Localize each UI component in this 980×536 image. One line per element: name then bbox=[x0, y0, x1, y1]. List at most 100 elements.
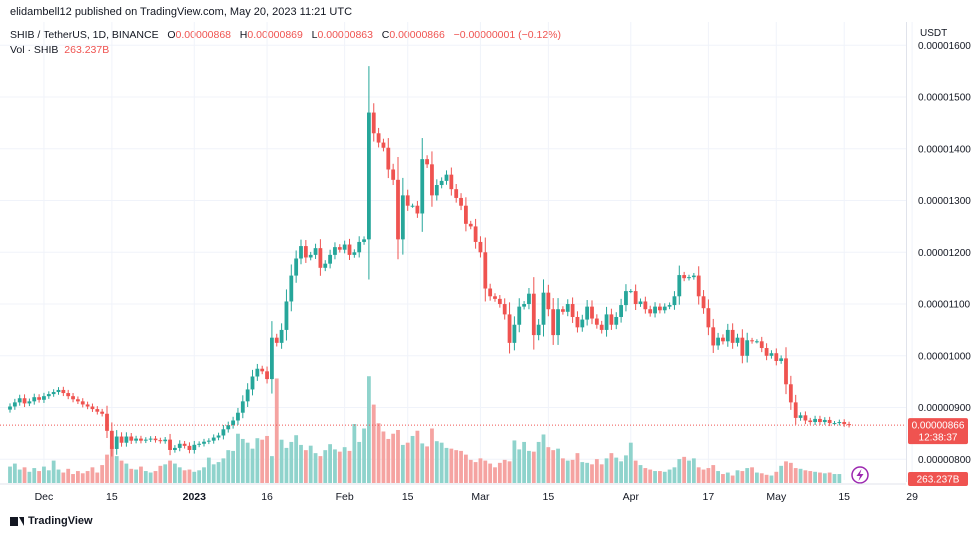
volume-bar bbox=[236, 433, 240, 483]
volume-bar bbox=[691, 458, 696, 483]
candle-body bbox=[27, 401, 32, 404]
candle-body bbox=[483, 252, 488, 289]
candle-body bbox=[750, 340, 754, 342]
candle-body bbox=[124, 436, 129, 443]
candle-body bbox=[682, 275, 687, 279]
volume-bar bbox=[531, 451, 536, 483]
volume-bar bbox=[779, 465, 784, 483]
volume-bar bbox=[134, 469, 138, 483]
volume-bar bbox=[759, 473, 764, 483]
candle-body bbox=[46, 394, 51, 397]
high-value: 0.00000869 bbox=[247, 29, 303, 41]
volume-bar bbox=[721, 474, 725, 483]
x-tick-label: 17 bbox=[703, 491, 715, 503]
candle-body bbox=[158, 440, 163, 442]
volume-bar bbox=[687, 460, 691, 483]
volume-label: Vol · SHIB bbox=[10, 44, 59, 56]
candle-body bbox=[454, 189, 459, 198]
volume-bar bbox=[837, 474, 842, 483]
candle-body bbox=[260, 368, 265, 372]
price-axis-panel[interactable] bbox=[906, 22, 980, 482]
lightning-icon[interactable] bbox=[851, 466, 869, 484]
volume-bar bbox=[177, 467, 182, 483]
volume-bar bbox=[561, 458, 565, 483]
candle-body bbox=[187, 445, 192, 450]
volume-bar bbox=[294, 435, 299, 483]
volume-bar bbox=[405, 442, 410, 483]
volume-bar bbox=[696, 467, 701, 483]
candle-body bbox=[17, 398, 22, 403]
volume-bar bbox=[289, 441, 294, 483]
volume-bar bbox=[12, 463, 17, 483]
x-tick-label: 15 bbox=[402, 491, 414, 503]
volume-bar bbox=[260, 439, 265, 483]
volume-bar bbox=[493, 467, 497, 483]
y-tick-label: 0.00000800 bbox=[918, 455, 971, 466]
volume-bar bbox=[643, 468, 648, 483]
volume-bar bbox=[473, 462, 478, 483]
volume-bar bbox=[376, 423, 381, 483]
high-label: H bbox=[239, 29, 248, 41]
candle-body bbox=[192, 444, 197, 450]
candle-body bbox=[308, 254, 313, 258]
y-tick-label: 0.00001300 bbox=[918, 196, 971, 207]
volume-bar bbox=[444, 447, 449, 483]
candle-body bbox=[303, 246, 308, 258]
volume-bar bbox=[594, 459, 599, 483]
candle-body bbox=[362, 239, 366, 242]
volume-bar bbox=[46, 470, 51, 483]
volume-bar bbox=[226, 450, 231, 483]
candle-body bbox=[628, 291, 633, 293]
volume-bar bbox=[793, 468, 798, 483]
volume-bar bbox=[221, 458, 226, 483]
volume-bar bbox=[61, 472, 66, 483]
x-tick-label: Feb bbox=[336, 491, 354, 503]
volume-bar bbox=[323, 450, 328, 483]
volume-bar bbox=[240, 438, 245, 483]
volume-bar bbox=[590, 464, 594, 483]
candle-body bbox=[434, 185, 439, 196]
candle-body bbox=[527, 293, 531, 305]
y-tick-label: 0.00001500 bbox=[918, 93, 971, 104]
candle-body bbox=[793, 402, 798, 418]
volume-bar bbox=[585, 462, 590, 483]
candle-body bbox=[755, 341, 759, 343]
candle-body bbox=[468, 223, 473, 227]
volume-bar bbox=[85, 471, 90, 483]
volume-bar bbox=[468, 459, 473, 483]
volume-bar bbox=[614, 457, 619, 483]
candle-body bbox=[745, 340, 750, 356]
volume-bar bbox=[328, 444, 332, 483]
x-tick-label: Apr bbox=[623, 491, 640, 503]
candle-body bbox=[71, 396, 75, 400]
volume-bar bbox=[337, 451, 342, 483]
candle-body bbox=[143, 439, 148, 441]
candle-body bbox=[716, 337, 720, 346]
candle-body bbox=[163, 439, 168, 442]
low-value: 0.00000863 bbox=[317, 29, 373, 41]
candle-body bbox=[478, 241, 483, 253]
candle-body bbox=[677, 275, 682, 297]
candle-body bbox=[522, 304, 526, 307]
symbol-label[interactable]: SHIB / TetherUS, 1D, BINANCE bbox=[10, 29, 159, 41]
volume-bar bbox=[813, 471, 817, 483]
volume-bar bbox=[619, 461, 623, 483]
candle-body bbox=[459, 197, 463, 206]
candle-body bbox=[226, 425, 231, 430]
candle-body bbox=[585, 306, 590, 320]
candle-body bbox=[818, 418, 822, 423]
candle-body bbox=[37, 397, 41, 400]
volume-bar bbox=[76, 471, 80, 483]
publish-line: elidambell12 published on TradingView.co… bbox=[10, 6, 353, 18]
candle-body bbox=[153, 438, 158, 441]
volume-bar bbox=[308, 445, 313, 483]
candle-body bbox=[367, 112, 371, 240]
candle-body bbox=[265, 371, 269, 380]
volume-bar bbox=[303, 450, 308, 483]
candle-body bbox=[231, 420, 235, 426]
candle-body bbox=[594, 318, 599, 325]
candle-body bbox=[12, 402, 17, 407]
x-tick-label: 16 bbox=[261, 491, 273, 503]
candle-body bbox=[197, 443, 202, 445]
